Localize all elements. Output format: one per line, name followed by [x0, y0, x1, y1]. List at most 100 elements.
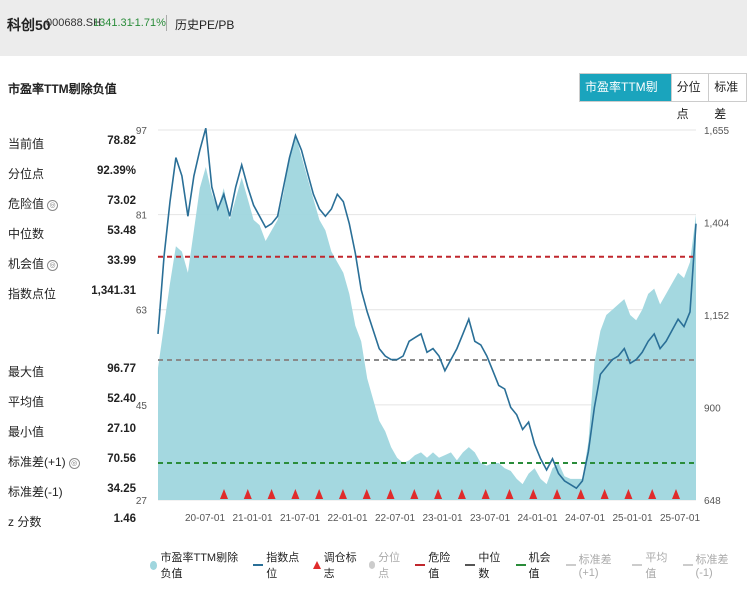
adjustment-marker	[648, 489, 657, 499]
legend-item-index[interactable]: 指数点位	[253, 549, 302, 581]
stat-mean: 平均值 52.40	[8, 393, 136, 413]
x-axis-tick-label: 20-07-01	[185, 513, 225, 524]
legend-item-mean[interactable]: 平均值	[632, 549, 672, 581]
stat-value: 78.82	[107, 135, 136, 147]
circle-icon	[368, 561, 376, 569]
info-icon[interactable]: ◎	[47, 200, 59, 211]
legend-item-opportunity[interactable]: 机会值	[515, 549, 556, 581]
stat-value: 53.48	[107, 225, 136, 237]
stat-current: 当前值 78.82	[8, 135, 136, 155]
tab-percentile[interactable]: 分位点	[670, 74, 709, 121]
index-code: 000688.SH	[46, 17, 102, 29]
x-axis-tick-label: 25-01-01	[612, 513, 652, 524]
x-axis-tick-label: 24-01-01	[517, 513, 557, 524]
stat-value: 52.40	[107, 393, 136, 405]
pe-area-series	[158, 135, 696, 501]
legend-item-danger[interactable]: 危险值	[415, 549, 455, 581]
legend-label: 危险值	[428, 552, 451, 580]
left-axis-tick-label: 45	[136, 401, 148, 412]
adjustment-marker	[576, 489, 585, 499]
stat-value: 70.56	[107, 453, 136, 465]
legend-label: 标准差(+1)	[578, 554, 612, 579]
stat-value: 73.02	[107, 195, 136, 207]
right-axis-tick-label: 900	[704, 404, 721, 415]
adjustment-marker	[267, 489, 276, 499]
adjustment-marker	[291, 489, 300, 499]
stat-value: 1,341.31	[91, 285, 136, 297]
stat-label: z 分数	[8, 515, 42, 529]
area-circle-icon	[150, 560, 158, 570]
x-axis-tick-label: 22-01-01	[327, 513, 367, 524]
stat-label: 最小值	[8, 425, 45, 439]
legend-label: 调仓标志	[323, 552, 357, 580]
stat-label: 平均值	[8, 395, 45, 409]
adjustment-marker	[600, 489, 609, 499]
valuation-chart[interactable]: 27 45 63 81 97 648 900 1,152 1,404 1,655 20-07-01 2…	[0, 56, 747, 546]
stat-value: 96.77	[107, 363, 136, 375]
stat-min: 最小值 27.10	[8, 423, 136, 443]
left-axis-tick-label: 81	[136, 211, 148, 222]
dashed-line-icon	[465, 564, 476, 566]
adjustment-marker	[457, 489, 466, 499]
index-line-series	[157, 127, 697, 490]
adjustment-marker	[315, 489, 324, 499]
legend-item-pe[interactable]: 市盈率TTM剔除负值	[150, 549, 243, 581]
history-pe-pb-link[interactable]: 历史PE/PB	[175, 18, 235, 32]
legend-item-markers[interactable]: 调仓标志	[312, 549, 359, 581]
stat-label: 机会值	[8, 257, 45, 271]
dashed-line-icon	[565, 564, 576, 566]
stat-label: 当前值	[8, 137, 45, 151]
adjustment-marker	[529, 489, 538, 499]
dashed-line-icon	[515, 564, 526, 566]
stat-danger: 危险值 ◎ 73.02	[8, 195, 136, 215]
legend-label: 平均值	[645, 552, 668, 580]
divider	[166, 15, 167, 31]
stat-max: 最大值 96.77	[8, 363, 136, 383]
stat-index-points: 指数点位 1,341.31	[8, 285, 136, 305]
dashed-line-icon	[415, 564, 426, 566]
stat-std-minus: 标准差(-1) 34.25	[8, 483, 136, 503]
legend-item-std-plus[interactable]: 标准差(+1)	[565, 551, 623, 579]
adjustment-marker	[624, 489, 633, 499]
dashed-line-icon	[682, 564, 693, 566]
stat-median: 中位数 53.48	[8, 225, 136, 245]
legend-label: 市盈率TTM剔除负值	[160, 552, 239, 580]
stat-label: 危险值	[8, 197, 45, 211]
tab-pe-ttm[interactable]: 市盈率TTM剔除负值	[580, 74, 671, 121]
x-axis-tick-label: 23-07-01	[470, 513, 510, 524]
stat-opportunity: 机会值 ◎ 33.99	[8, 255, 136, 275]
right-axis-tick-label: 1,152	[704, 311, 729, 322]
legend-label: 中位数	[478, 552, 501, 580]
legend-label: 指数点位	[266, 552, 300, 580]
x-axis-tick-label: 22-07-01	[375, 513, 415, 524]
index-name: 科创50	[7, 17, 51, 33]
right-axis-tick-label: 1,655	[704, 126, 729, 137]
adjustment-marker	[553, 489, 562, 499]
x-axis-tick-label: 24-07-01	[565, 513, 605, 524]
adjustment-marker	[386, 489, 395, 499]
card-title: 市盈率TTM剔除负值	[8, 82, 117, 96]
x-axis-tick-label: 21-01-01	[232, 513, 272, 524]
index-price: 1341.31	[93, 17, 133, 29]
stat-label: 标准差(-1)	[8, 485, 63, 499]
adjustment-marker	[243, 489, 252, 499]
info-icon[interactable]: ◎	[47, 260, 59, 271]
dashed-line-icon	[632, 564, 643, 566]
index-change: -1.71%	[131, 17, 166, 29]
stat-label: 中位数	[8, 227, 45, 241]
tab-std-dev[interactable]: 标准差	[708, 74, 746, 121]
stat-std-plus: 标准差(+1) ◎ 70.56	[8, 453, 136, 473]
legend-label: 机会值	[528, 552, 551, 580]
legend-label: 分位点	[378, 552, 401, 580]
right-axis-tick-label: 648	[704, 496, 721, 507]
x-axis-tick-label: 25-07-01	[660, 513, 700, 524]
adjustment-marker	[362, 489, 371, 499]
legend-item-median[interactable]: 中位数	[465, 549, 505, 581]
adjustment-marker	[220, 489, 228, 499]
legend-item-percentile[interactable]: 分位点	[368, 549, 406, 581]
left-axis-tick-label: 63	[136, 306, 148, 317]
top-bar: 科创50 000688.SH 1341.31 -1.71% 历史PE/PB	[0, 0, 747, 54]
legend-item-std-minus[interactable]: 标准差(-1)	[682, 551, 737, 579]
stat-z-score: z 分数 1.46	[8, 513, 136, 533]
info-icon[interactable]: ◎	[68, 458, 80, 469]
